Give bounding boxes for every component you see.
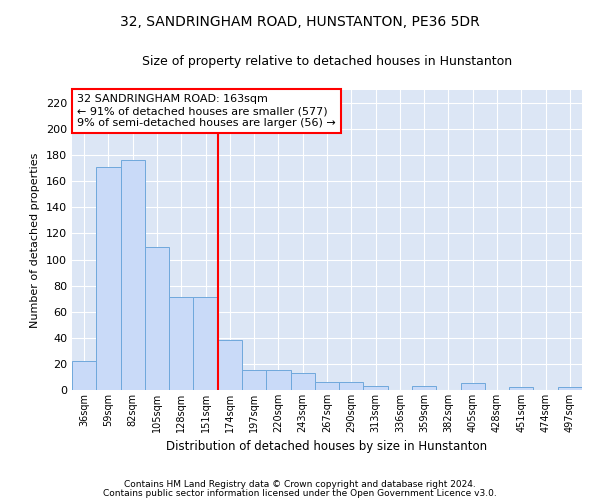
Bar bbox=[96, 167, 121, 390]
Bar bbox=[242, 370, 266, 390]
Bar bbox=[558, 388, 582, 390]
Bar bbox=[145, 246, 169, 390]
Bar bbox=[169, 298, 193, 390]
Bar bbox=[339, 382, 364, 390]
Bar bbox=[364, 386, 388, 390]
X-axis label: Distribution of detached houses by size in Hunstanton: Distribution of detached houses by size … bbox=[166, 440, 488, 454]
Title: Size of property relative to detached houses in Hunstanton: Size of property relative to detached ho… bbox=[142, 55, 512, 68]
Bar bbox=[121, 160, 145, 390]
Bar bbox=[266, 370, 290, 390]
Bar bbox=[461, 384, 485, 390]
Text: Contains public sector information licensed under the Open Government Licence v3: Contains public sector information licen… bbox=[103, 488, 497, 498]
Bar bbox=[412, 386, 436, 390]
Bar bbox=[509, 388, 533, 390]
Bar bbox=[72, 362, 96, 390]
Bar bbox=[218, 340, 242, 390]
Bar bbox=[290, 373, 315, 390]
Text: 32, SANDRINGHAM ROAD, HUNSTANTON, PE36 5DR: 32, SANDRINGHAM ROAD, HUNSTANTON, PE36 5… bbox=[120, 15, 480, 29]
Y-axis label: Number of detached properties: Number of detached properties bbox=[31, 152, 40, 328]
Text: Contains HM Land Registry data © Crown copyright and database right 2024.: Contains HM Land Registry data © Crown c… bbox=[124, 480, 476, 489]
Text: 32 SANDRINGHAM ROAD: 163sqm
← 91% of detached houses are smaller (577)
9% of sem: 32 SANDRINGHAM ROAD: 163sqm ← 91% of det… bbox=[77, 94, 336, 128]
Bar bbox=[193, 298, 218, 390]
Bar bbox=[315, 382, 339, 390]
